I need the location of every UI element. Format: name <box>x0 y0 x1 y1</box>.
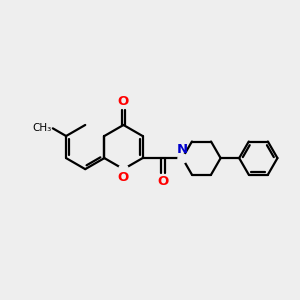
Text: O: O <box>118 172 129 184</box>
Text: O: O <box>118 95 129 109</box>
Text: N: N <box>177 143 188 156</box>
Text: O: O <box>158 175 169 188</box>
Text: CH₃: CH₃ <box>32 123 52 133</box>
